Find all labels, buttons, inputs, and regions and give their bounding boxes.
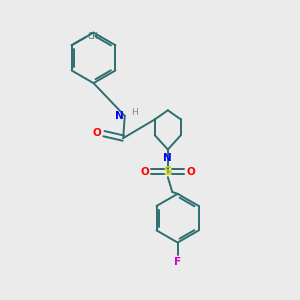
Text: O: O (140, 167, 149, 177)
Text: CH₃: CH₃ (87, 32, 101, 41)
Text: H: H (131, 108, 138, 117)
Text: N: N (164, 153, 172, 163)
Text: F: F (174, 256, 181, 266)
Text: O: O (93, 128, 102, 138)
Text: N: N (116, 111, 124, 121)
Text: S: S (164, 165, 172, 178)
Text: O: O (187, 167, 195, 177)
